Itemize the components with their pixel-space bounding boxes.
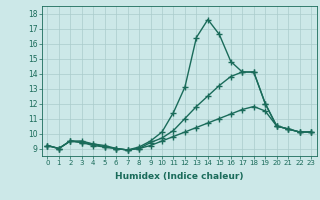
X-axis label: Humidex (Indice chaleur): Humidex (Indice chaleur) <box>115 172 244 181</box>
